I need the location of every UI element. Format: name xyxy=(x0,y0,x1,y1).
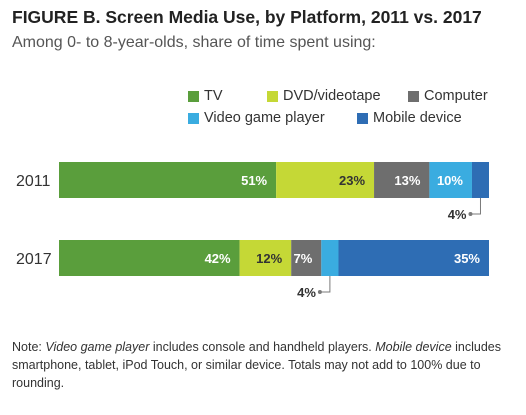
bar-segment xyxy=(239,240,292,276)
legend-swatch xyxy=(357,112,368,124)
stacked-bar-chart: 2011 51% 23% 13% 10% 4% 2017 42% 12% 7% 4% 35% xyxy=(16,162,489,300)
category-label: 2017 xyxy=(16,251,52,268)
data-label: 12% xyxy=(256,251,282,266)
bar-segment xyxy=(429,162,472,198)
legend-item: Mobile device xyxy=(357,110,462,126)
callout-dot xyxy=(468,212,473,216)
bar-segment xyxy=(291,240,322,276)
note-term-video-game: Video game player xyxy=(45,340,150,354)
bar-segment xyxy=(276,162,375,198)
legend-item: Video game player xyxy=(188,110,325,126)
bar-segment xyxy=(338,240,489,276)
note-text-2: includes smartphone, tablet, iPod Touch,… xyxy=(12,340,502,390)
legend-label: Mobile device xyxy=(373,110,462,126)
legend-label: TV xyxy=(204,88,223,104)
note-text-1: includes console and handheld players. xyxy=(149,340,376,354)
callout-dot xyxy=(317,290,322,294)
legend-label: Video game player xyxy=(204,110,325,126)
data-label: 13% xyxy=(394,173,420,188)
legend-swatch xyxy=(188,90,199,102)
chart-subtitle: Among 0- to 8-year-olds, share of time s… xyxy=(12,34,376,51)
callout-line xyxy=(470,198,481,215)
legend-item: DVD/videotape xyxy=(267,88,381,104)
note-term-mobile: Mobile device xyxy=(375,340,452,354)
data-label: 35% xyxy=(454,251,480,266)
data-label: 4% xyxy=(297,285,316,300)
legend-swatch xyxy=(267,90,278,102)
category-label: 2011 xyxy=(16,173,51,190)
data-label: 23% xyxy=(339,173,365,188)
bar-segment xyxy=(374,162,430,198)
legend-label: Computer xyxy=(424,88,488,104)
data-label: 4% xyxy=(448,207,467,222)
bar-segment xyxy=(59,240,240,276)
bar-segment xyxy=(59,162,277,198)
note-prefix: Note: xyxy=(12,340,46,354)
data-label: 42% xyxy=(205,251,231,266)
legend-swatch xyxy=(408,90,419,102)
chart-note: Note: Video game player includes console… xyxy=(12,338,517,392)
data-label: 51% xyxy=(241,173,267,188)
bar-segment xyxy=(321,240,339,276)
legend-swatch xyxy=(188,112,199,124)
legend-item: TV xyxy=(188,88,223,104)
bar-segment xyxy=(471,162,489,198)
legend-item: Computer xyxy=(408,88,488,104)
data-label: 7% xyxy=(294,251,313,266)
data-label: 10% xyxy=(437,173,463,188)
chart-title: FIGURE B. Screen Media Use, by Platform,… xyxy=(12,7,482,27)
legend-label: DVD/videotape xyxy=(283,88,381,104)
callout-line xyxy=(319,276,331,293)
